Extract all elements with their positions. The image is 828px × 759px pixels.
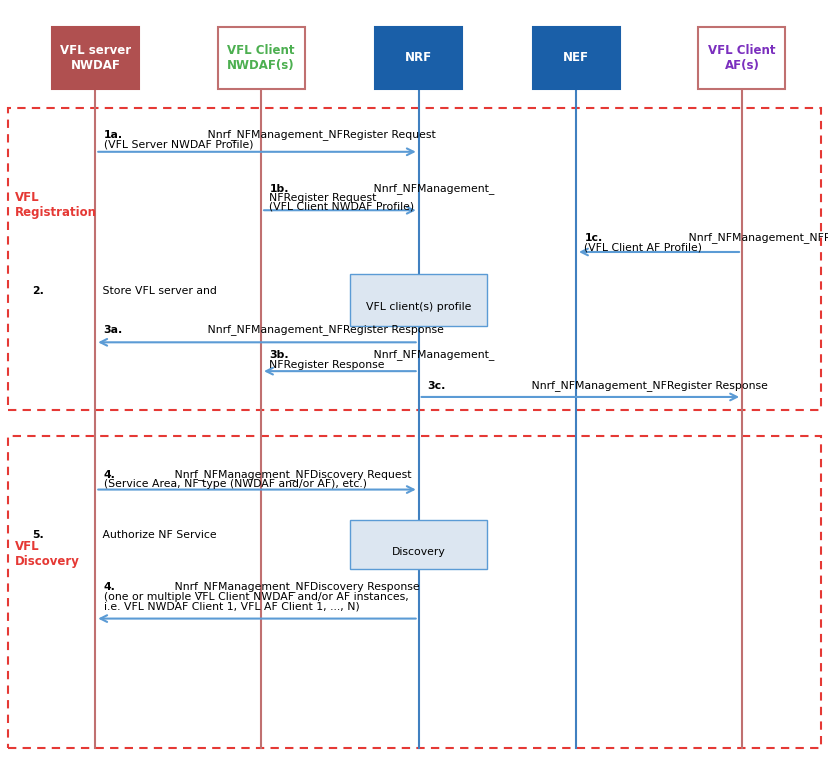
Text: Store VFL server and: Store VFL server and — [99, 285, 217, 296]
Text: NFRegister Response: NFRegister Response — [269, 360, 384, 370]
FancyBboxPatch shape — [349, 274, 487, 326]
Text: 3a.: 3a. — [104, 326, 123, 335]
Text: 1b.: 1b. — [269, 184, 289, 194]
Text: Authorize NF Service: Authorize NF Service — [99, 530, 217, 540]
Text: (VFL Server NWDAF Profile): (VFL Server NWDAF Profile) — [104, 140, 253, 150]
Text: Nnrf_NFManagement_NFDiscovery Response: Nnrf_NFManagement_NFDiscovery Response — [171, 581, 419, 592]
FancyBboxPatch shape — [697, 27, 784, 89]
FancyBboxPatch shape — [217, 27, 305, 89]
Text: i.e. VFL NWDAF Client 1, VFL AF Client 1, ..., N): i.e. VFL NWDAF Client 1, VFL AF Client 1… — [104, 602, 359, 612]
Text: 3b.: 3b. — [269, 350, 289, 360]
Text: 3c.: 3c. — [426, 381, 445, 391]
Text: Nnrf_NFManagement_NFRegister Request: Nnrf_NFManagement_NFRegister Request — [205, 130, 436, 140]
Text: 4.: 4. — [104, 582, 115, 592]
Text: Nnrf_NFManagement_NFDiscovery Request: Nnrf_NFManagement_NFDiscovery Request — [171, 469, 411, 480]
Text: VFL
Registration: VFL Registration — [15, 191, 97, 219]
Text: 2.: 2. — [32, 285, 44, 296]
Text: 5.: 5. — [32, 530, 44, 540]
FancyBboxPatch shape — [51, 27, 138, 89]
Text: VFL client(s) profile: VFL client(s) profile — [365, 302, 471, 313]
Text: VFL Client
NWDAF(s): VFL Client NWDAF(s) — [227, 44, 295, 71]
Text: 1c.: 1c. — [584, 233, 602, 243]
FancyBboxPatch shape — [349, 520, 487, 569]
Text: 4.: 4. — [104, 470, 115, 480]
Text: (Service Area, NF type (NWDAF and/or AF), etc.): (Service Area, NF type (NWDAF and/or AF)… — [104, 479, 366, 489]
Text: Nnrf_NFManagement_: Nnrf_NFManagement_ — [370, 349, 494, 360]
Text: VFL Client
AF(s): VFL Client AF(s) — [707, 44, 775, 71]
Text: NFRegister Request: NFRegister Request — [269, 193, 377, 203]
Text: VFL
Discovery: VFL Discovery — [15, 540, 79, 568]
Text: 1a.: 1a. — [104, 131, 123, 140]
Text: Nnrf_NFManagement_NFRegister Response: Nnrf_NFManagement_NFRegister Response — [527, 380, 767, 391]
Text: (one or multiple VFL Client NWDAF and/or AF instances,: (one or multiple VFL Client NWDAF and/or… — [104, 592, 408, 602]
Text: Nnrf_NFManagement_NFRegister Response: Nnrf_NFManagement_NFRegister Response — [205, 325, 444, 335]
FancyBboxPatch shape — [374, 27, 462, 89]
FancyBboxPatch shape — [532, 27, 619, 89]
Text: Nnrf_NFManagement_NFRegister Request: Nnrf_NFManagement_NFRegister Request — [685, 232, 828, 243]
Text: VFL server
NWDAF: VFL server NWDAF — [60, 44, 131, 71]
Text: Nnrf_NFManagement_: Nnrf_NFManagement_ — [370, 183, 494, 194]
Text: NRF: NRF — [405, 51, 431, 65]
Text: (VFL Client AF Profile): (VFL Client AF Profile) — [584, 243, 701, 253]
Text: Discovery: Discovery — [392, 546, 445, 557]
Text: (VFL Client NWDAF Profile): (VFL Client NWDAF Profile) — [269, 202, 414, 212]
Text: NEF: NEF — [562, 51, 589, 65]
